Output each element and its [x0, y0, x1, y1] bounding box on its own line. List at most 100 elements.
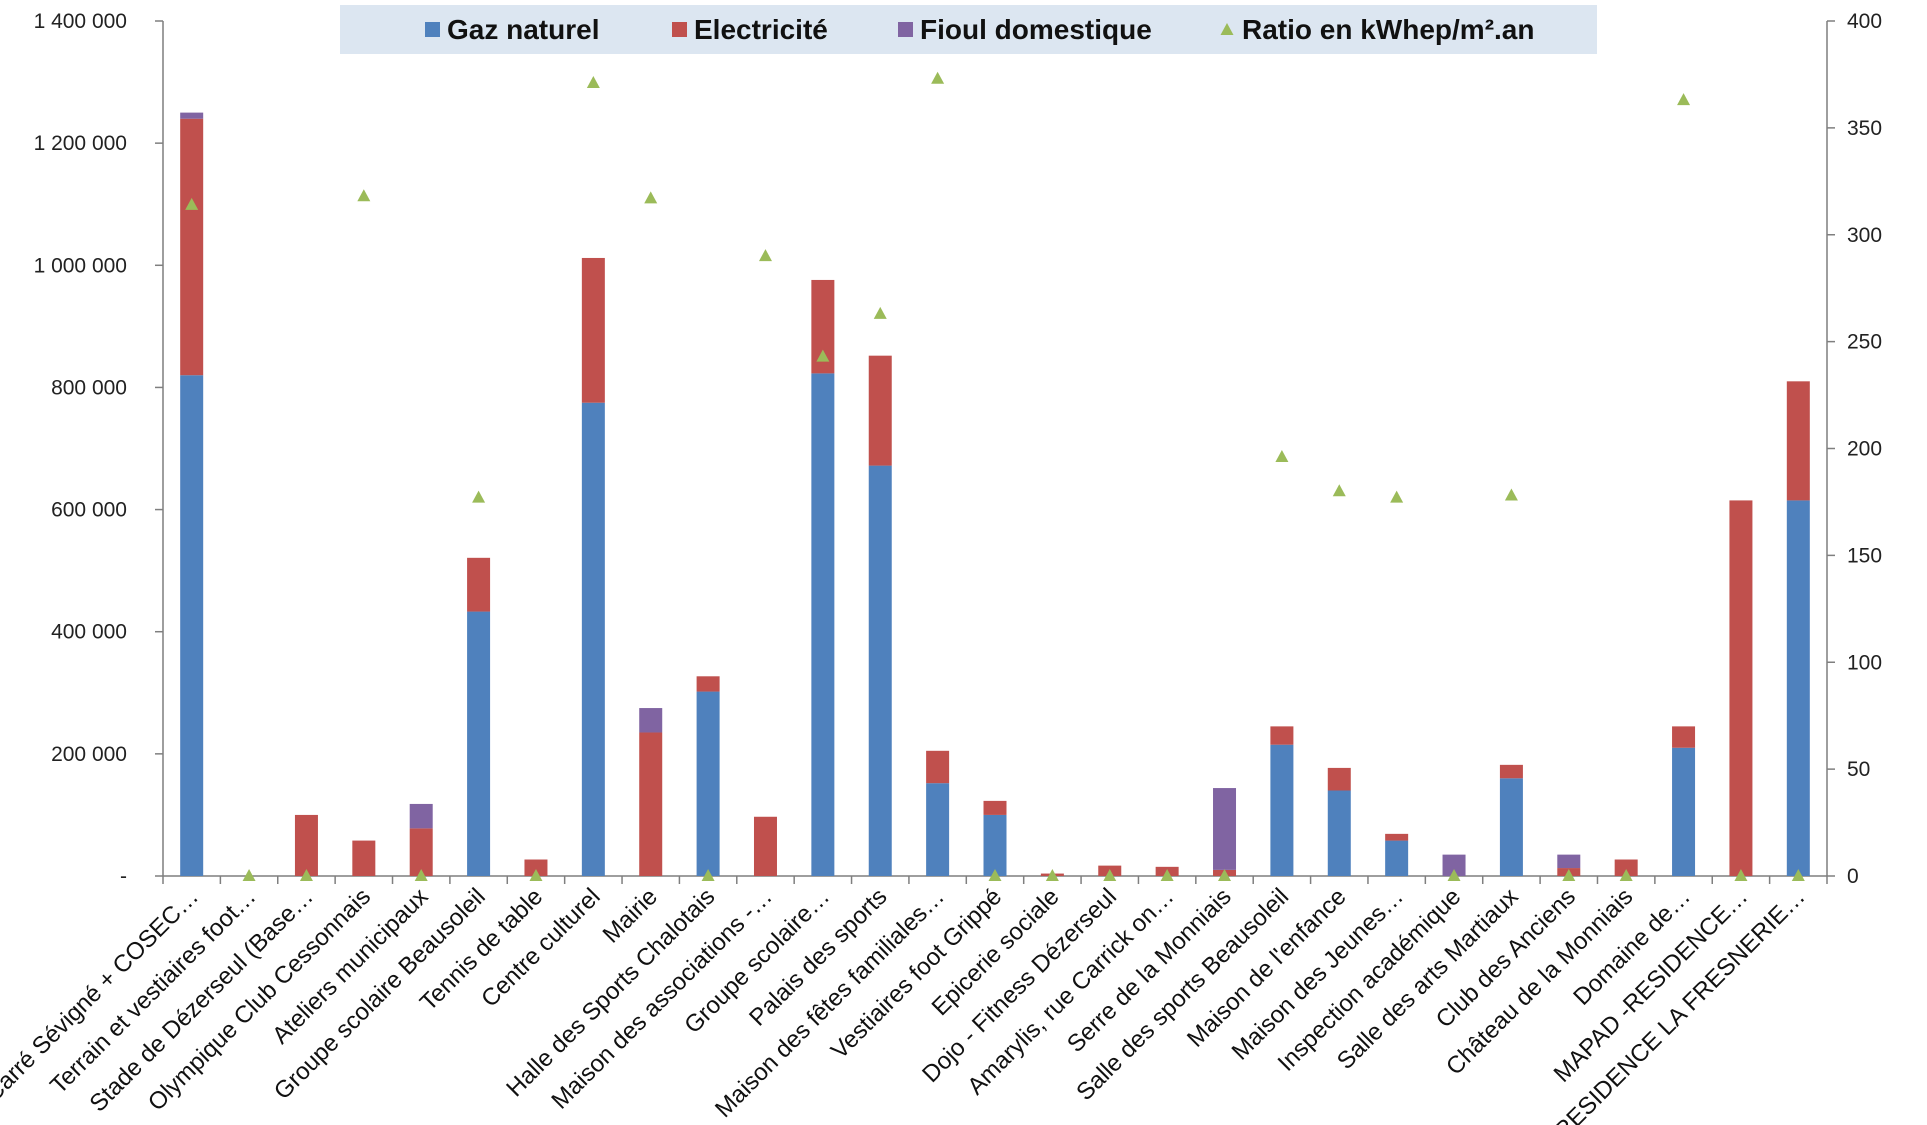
bar-gaz: [1786, 500, 1810, 876]
legend-ratio-label: Ratio en kWhep/m².an: [1242, 14, 1534, 45]
ratio-point: [988, 869, 1002, 881]
ratio-point: [644, 191, 658, 204]
bar-gaz: [696, 691, 720, 876]
bar-elec: [409, 828, 433, 876]
legend-gaz-label: Gaz naturel: [447, 14, 599, 45]
ratio-point: [1103, 869, 1117, 881]
bar-gaz: [1327, 790, 1351, 876]
bar-elec: [1614, 859, 1638, 876]
y-right-tick-label: 300: [1847, 224, 1882, 247]
bar-elec: [1672, 726, 1696, 748]
bar-gaz: [983, 814, 1007, 876]
legend-fioul-label: Fioul domestique: [920, 14, 1152, 45]
y-right-tick-label: 400: [1847, 10, 1882, 33]
y-left-tick-label: 1 000 000: [34, 254, 127, 277]
y-left-tick-label: 400 000: [51, 621, 127, 644]
bar-gaz: [1270, 744, 1294, 876]
bar-elec: [1499, 764, 1523, 779]
y-left-tick-label: 200 000: [51, 743, 127, 766]
ratio-point: [1504, 488, 1518, 501]
bar-fioul: [1213, 788, 1237, 870]
ratio-markers: [185, 71, 1805, 881]
ratio-point: [1447, 869, 1461, 881]
bar-fioul: [180, 112, 204, 119]
bar-gaz: [1499, 778, 1523, 876]
bar-elec: [524, 859, 548, 876]
ratio-point: [1160, 869, 1174, 881]
legend-gaz-swatch: [425, 22, 440, 37]
y-right-tick-label: 100: [1847, 651, 1882, 674]
bar-elec: [926, 750, 950, 784]
bar-gaz: [1385, 840, 1409, 876]
y-left-tick-label: 1 400 000: [34, 10, 127, 33]
bar-elec: [1327, 767, 1351, 791]
ratio-point: [299, 869, 313, 881]
ratio-point: [758, 249, 772, 262]
axes: - 200 000 400 000 600 000 800 000 1 000 000 1 …: [34, 10, 1882, 888]
y-right-tick-label: 250: [1847, 331, 1882, 354]
y-right-tick-label: 50: [1847, 758, 1870, 781]
ratio-point: [1045, 869, 1059, 881]
y-right-tick-label: 0: [1847, 865, 1859, 888]
bar-elec: [180, 118, 204, 376]
ratio-point: [185, 197, 199, 210]
bar-fioul: [1557, 854, 1581, 869]
bar-gaz: [581, 402, 605, 876]
legend: Gaz naturel Electricité Fioul domestique Ra…: [425, 14, 1534, 45]
bar-gaz: [811, 373, 835, 876]
bar-elec: [983, 800, 1007, 815]
bar-elec: [1270, 726, 1294, 745]
ratio-point: [1275, 450, 1289, 463]
ratio-point: [1619, 869, 1633, 881]
bar-gaz: [180, 375, 204, 876]
y-left-tick-label: 800 000: [51, 376, 127, 399]
bar-elec: [753, 816, 777, 876]
ratio-point: [701, 869, 715, 881]
y-right-tick-label: 150: [1847, 544, 1882, 567]
ratio-point: [873, 306, 887, 319]
bar-elec: [811, 279, 835, 374]
ratio-point: [1677, 93, 1691, 106]
ratio-point: [414, 869, 428, 881]
bar-elec: [1786, 381, 1810, 501]
bar-elec: [294, 814, 318, 876]
ratio-point: [1791, 869, 1805, 881]
legend-elec-swatch: [672, 22, 687, 37]
legend-box: [340, 5, 1597, 54]
legend-ratio-swatch: [1220, 23, 1234, 35]
category-labels: Carré Sévigné + COSEC…Terrain et vestiai…: [0, 883, 1811, 1125]
bar-elec: [696, 676, 720, 692]
ratio-point: [816, 349, 830, 362]
bar-elec: [868, 355, 892, 466]
ratio-point: [529, 869, 543, 881]
bar-fioul: [1442, 854, 1466, 876]
bar-gaz: [926, 783, 950, 876]
y-left-tick-label: -: [120, 865, 127, 888]
ratio-point: [1562, 869, 1576, 881]
y-left-tick-label: 1 200 000: [34, 132, 127, 155]
ratio-point: [1390, 490, 1404, 503]
bar-elec: [639, 732, 663, 876]
bar-fioul: [639, 708, 663, 733]
y-right-tick-label: 350: [1847, 117, 1882, 140]
ratio-point: [357, 189, 371, 202]
ratio-point: [586, 75, 600, 88]
bar-elec: [1729, 500, 1753, 876]
ratio-point: [1734, 869, 1748, 881]
bar-elec: [467, 557, 491, 612]
ratio-point: [1332, 484, 1346, 497]
bar-elec: [352, 840, 376, 876]
bars: [180, 112, 1810, 876]
bar-gaz: [467, 611, 491, 876]
y-right-tick-label: 200: [1847, 438, 1882, 461]
ratio-point: [242, 869, 256, 881]
legend-fioul-swatch: [898, 22, 913, 37]
bar-gaz: [868, 465, 892, 876]
bar-elec: [1385, 833, 1409, 841]
legend-elec-label: Electricité: [694, 14, 828, 45]
ratio-point: [472, 490, 486, 503]
ratio-point: [1218, 869, 1232, 881]
ratio-point: [931, 71, 945, 84]
